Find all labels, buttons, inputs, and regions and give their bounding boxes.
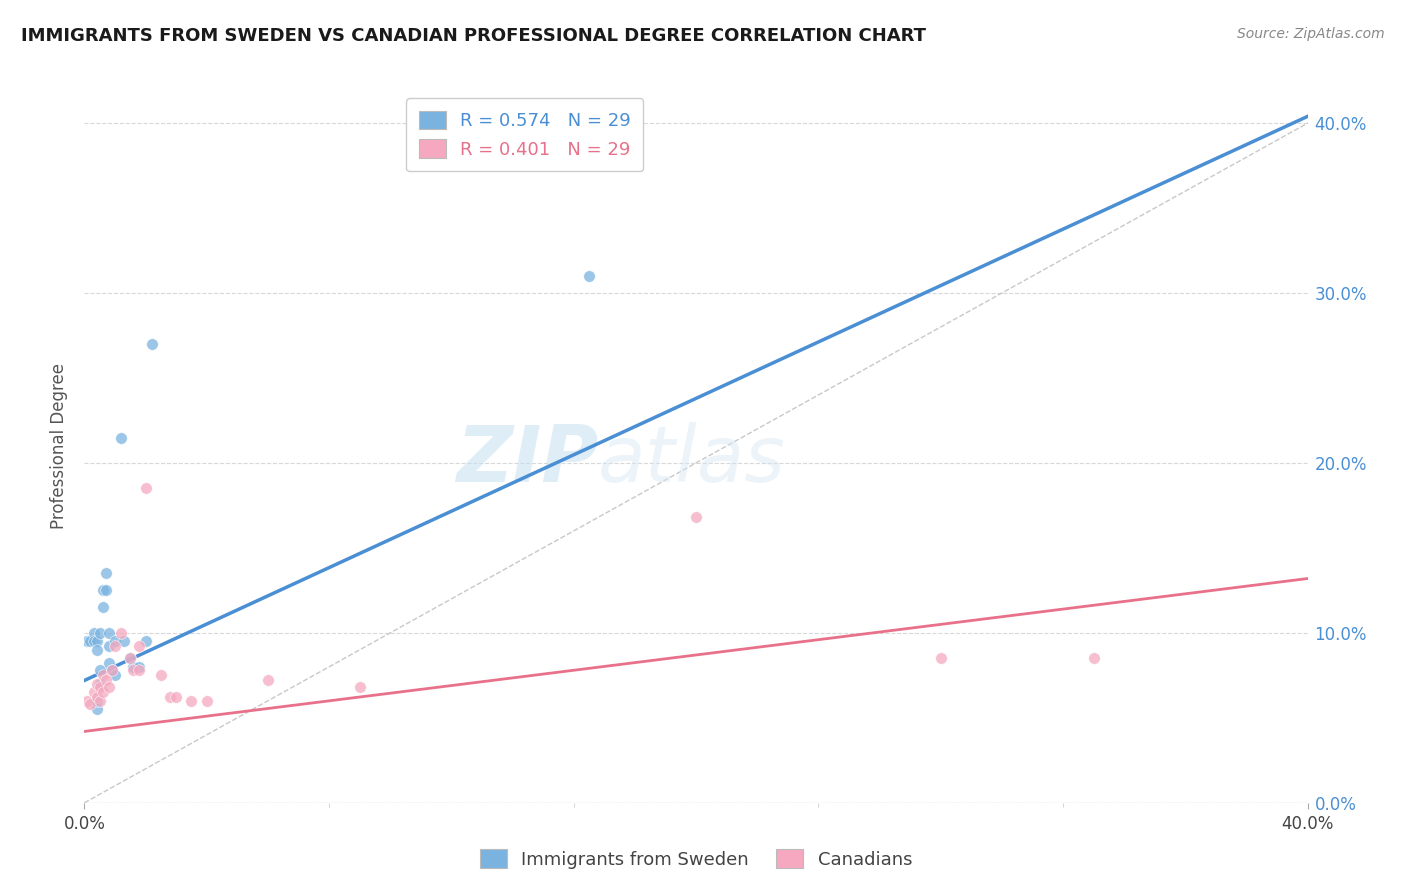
Point (929, 651, 952, 665)
Point (110, 430, 132, 444)
Point (104, 668, 127, 682)
Text: atlas: atlas (598, 422, 786, 499)
Point (97, 640, 120, 654)
Point (89, 626, 111, 640)
Point (128, 663, 150, 677)
Point (685, 510, 707, 524)
Point (120, 651, 142, 665)
Point (135, 634, 157, 648)
Point (89, 663, 111, 677)
Point (101, 663, 124, 677)
Point (91, 600, 114, 615)
Point (86, 634, 108, 648)
Point (94, 673, 117, 688)
Point (76, 634, 98, 648)
Point (97, 626, 120, 640)
Point (1083, 651, 1105, 665)
Point (135, 482, 157, 496)
Point (578, 269, 600, 284)
Point (128, 660, 150, 674)
Point (120, 651, 142, 665)
Point (83, 634, 105, 648)
Point (86, 702, 108, 716)
Point (149, 668, 172, 682)
Point (141, 337, 163, 351)
Point (76, 694, 98, 708)
Point (101, 663, 124, 677)
Point (79, 634, 101, 648)
Point (86, 643, 108, 657)
Point (89, 680, 111, 694)
Text: ZIP: ZIP (456, 422, 598, 499)
Point (104, 634, 127, 648)
Point (104, 640, 127, 654)
Point (349, 680, 371, 694)
Point (94, 583, 117, 598)
Point (165, 690, 187, 705)
Text: IMMIGRANTS FROM SWEDEN VS CANADIAN PROFESSIONAL DEGREE CORRELATION CHART: IMMIGRANTS FROM SWEDEN VS CANADIAN PROFE… (21, 27, 927, 45)
Text: Source: ZipAtlas.com: Source: ZipAtlas.com (1237, 27, 1385, 41)
Point (83, 626, 105, 640)
Point (89, 677, 111, 691)
Point (86, 690, 108, 705)
Point (97, 680, 120, 694)
Point (86, 677, 108, 691)
Point (91, 668, 114, 682)
Point (89, 694, 111, 708)
Y-axis label: Professional Degree: Professional Degree (51, 363, 69, 529)
Point (180, 694, 202, 708)
Point (91, 583, 114, 598)
Point (112, 634, 135, 648)
Point (110, 626, 132, 640)
Point (83, 685, 105, 699)
Point (128, 640, 150, 654)
Point (86, 694, 108, 708)
Point (94, 566, 117, 581)
Point (91, 685, 114, 699)
Point (159, 690, 181, 705)
Point (195, 694, 218, 708)
Legend: Immigrants from Sweden, Canadians: Immigrants from Sweden, Canadians (470, 838, 922, 880)
Point (122, 660, 145, 674)
Point (257, 673, 280, 688)
Point (97, 657, 120, 671)
Point (79, 698, 101, 712)
Point (122, 663, 145, 677)
